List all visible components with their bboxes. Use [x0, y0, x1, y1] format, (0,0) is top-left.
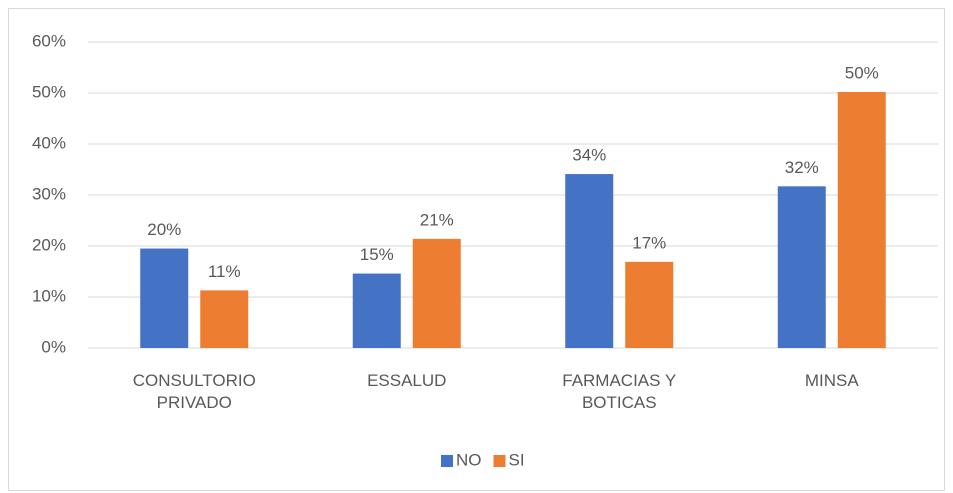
bar: [140, 248, 189, 348]
x-tick-label: ESSALUD: [367, 371, 447, 390]
legend-swatch: [493, 455, 506, 467]
bar: [352, 273, 401, 348]
data-label: 50%: [845, 63, 879, 82]
bar: [777, 186, 826, 348]
bar: [200, 290, 249, 348]
bar: [625, 261, 674, 348]
y-tick-label: 60%: [32, 31, 66, 50]
y-tick-label: 50%: [32, 82, 66, 101]
x-tick-label: CONSULTORIO PRIVADO: [132, 371, 256, 412]
data-label: 17%: [632, 233, 666, 252]
data-label: 11%: [208, 262, 241, 281]
y-tick-label: 30%: [32, 184, 66, 203]
x-tick-label: FARMACIAS Y BOTICAS: [562, 371, 677, 412]
data-label: 32%: [785, 158, 819, 177]
y-tick-label: 20%: [32, 235, 66, 254]
bar: [837, 91, 886, 348]
data-label: 20%: [147, 220, 181, 239]
bar: [565, 174, 614, 348]
y-tick-label: 10%: [32, 286, 66, 305]
data-label: 15%: [360, 245, 394, 264]
chart-border: [8, 8, 945, 491]
bar: [412, 238, 461, 348]
data-label: 34%: [572, 146, 606, 165]
legend-label: SI: [509, 450, 525, 469]
legend-swatch: [441, 455, 453, 467]
x-tick-label: MINSA: [804, 371, 859, 390]
y-tick-label: 40%: [32, 133, 66, 152]
legend-label: NO: [456, 450, 482, 469]
data-label: 21%: [420, 210, 454, 229]
y-tick-label: 0%: [41, 337, 66, 356]
